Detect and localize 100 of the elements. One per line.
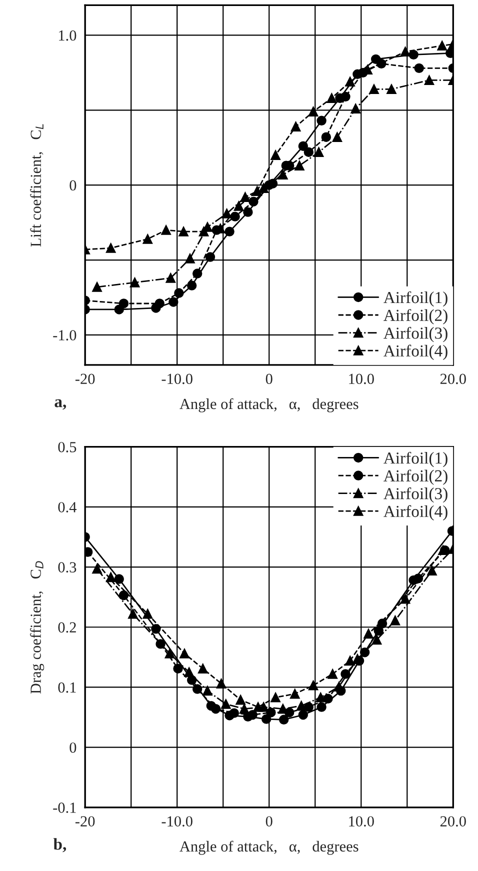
point (198, 664, 208, 674)
x-tick-label: -20 (75, 374, 95, 384)
point (340, 669, 350, 679)
point (278, 170, 288, 180)
point (239, 704, 250, 714)
y-tick-label: 0 (70, 742, 76, 753)
point (290, 688, 300, 699)
point (364, 628, 374, 639)
legend-label: Airfoil(2) (384, 309, 448, 324)
point (372, 634, 382, 645)
point (345, 656, 355, 666)
point (304, 147, 314, 157)
x-tick-label: 20.0 (440, 816, 466, 827)
point (106, 572, 116, 582)
point (270, 150, 280, 160)
point (142, 234, 153, 244)
y-tick-label: 0 (70, 180, 76, 191)
point (252, 186, 262, 196)
point (400, 46, 410, 57)
point (316, 692, 326, 702)
text: a, (54, 399, 66, 410)
point (248, 710, 258, 720)
point (314, 147, 324, 157)
legend-label: Airfoil(1) (384, 291, 448, 307)
point (166, 273, 176, 283)
y-tick-label: 1.0 (58, 30, 76, 41)
point (221, 699, 231, 709)
point (185, 254, 195, 264)
point (360, 648, 370, 658)
point (192, 684, 202, 694)
point (369, 84, 379, 94)
y-tick-label: 0.5 (58, 442, 76, 452)
point (248, 196, 258, 206)
point (332, 132, 342, 142)
x-axis-title: Angle of attack, α, degrees (180, 840, 358, 855)
point (142, 609, 153, 619)
point (345, 76, 355, 87)
point (118, 298, 129, 308)
point (270, 692, 280, 702)
y-tick-label: 0.4 (58, 502, 77, 512)
point (186, 280, 197, 290)
point (224, 226, 234, 236)
point (296, 700, 306, 711)
point (92, 282, 102, 292)
point (414, 63, 424, 74)
point (350, 104, 360, 114)
point (164, 648, 175, 658)
y-tick-label: 0.2 (58, 622, 76, 633)
y-axis-title: Drag coefficient, C$_{D}$ (30, 561, 44, 694)
point (229, 708, 240, 718)
point (106, 243, 116, 253)
legend-label: Airfoil(3) (384, 487, 448, 503)
point (278, 714, 289, 725)
point (308, 680, 318, 690)
point (308, 106, 318, 117)
point (326, 93, 337, 104)
point (323, 694, 333, 704)
x-tick-label: 10.0 (349, 374, 374, 384)
point (386, 84, 396, 94)
point (151, 624, 161, 634)
point (253, 702, 263, 712)
point (261, 714, 272, 724)
legend-label: Airfoil(4) (384, 505, 448, 520)
x-tick-label: -20 (75, 816, 95, 826)
point (236, 694, 246, 705)
point (161, 225, 171, 235)
point (424, 75, 434, 86)
point (298, 710, 308, 720)
legend-label: Airfoil(4) (384, 344, 448, 360)
point (92, 564, 102, 574)
point (198, 226, 209, 236)
y-axis-title: Lift coefficient, C$_{L}$ (30, 124, 44, 247)
x-tick-label: 10.0 (349, 816, 374, 827)
point (290, 122, 301, 132)
point (321, 132, 332, 142)
point (128, 609, 138, 619)
point (222, 208, 232, 218)
point (234, 201, 244, 211)
point (130, 278, 140, 288)
point (205, 252, 216, 262)
point (258, 183, 268, 193)
point (427, 566, 437, 576)
y-tick-label: 0.1 (58, 682, 76, 693)
point (184, 667, 194, 678)
point (294, 160, 304, 170)
x-axis-title: Angle of attack, α, degrees (180, 398, 358, 412)
point (180, 648, 190, 658)
point (174, 288, 184, 298)
point (266, 708, 276, 718)
point (178, 226, 188, 236)
point (298, 141, 308, 151)
point (202, 686, 212, 696)
legend-label: Airfoil(1) (384, 452, 448, 468)
point (316, 116, 326, 126)
point (156, 639, 166, 649)
legend-label: Airfoil(2) (384, 470, 448, 485)
y-tick-label: 0.3 (58, 562, 76, 573)
text: b, (53, 838, 66, 852)
point (240, 192, 250, 202)
point (328, 669, 338, 679)
